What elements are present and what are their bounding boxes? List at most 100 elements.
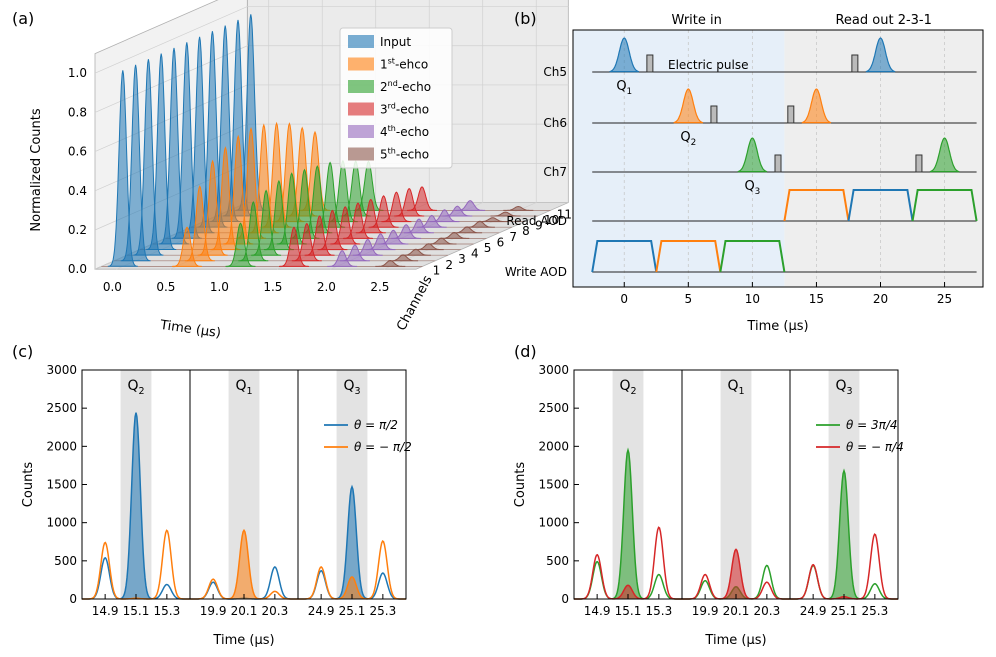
- x-tick-label: 25.1: [339, 604, 366, 618]
- aod-window: [783, 189, 850, 222]
- row-label: Ch6: [543, 116, 567, 130]
- peak-echo-5-ch6: [439, 231, 470, 239]
- subpanel-label: Q1: [727, 378, 744, 397]
- subpanel-label: Q1: [235, 378, 252, 397]
- optical-pulse: [929, 137, 960, 173]
- x-tick-label: 19.9: [692, 604, 719, 618]
- y-tick-label: 0.8: [68, 105, 87, 119]
- optical-pulse: [673, 88, 704, 124]
- x-tick-label: 25: [937, 292, 952, 306]
- y-tick-label: 2000: [46, 439, 77, 453]
- legend-swatch: [348, 102, 374, 116]
- x-tick-label: 14.9: [584, 604, 611, 618]
- read-out-label: Read out 2-3-1: [835, 13, 931, 28]
- qubit-label: Q2: [680, 130, 696, 148]
- x-tick-label: 20.3: [753, 604, 780, 618]
- aod-window: [719, 240, 786, 273]
- y-tick-label: 1500: [46, 478, 77, 492]
- legend-entry: Input: [380, 35, 411, 49]
- peak-echo-5-ch11: [503, 205, 534, 211]
- x-gridline: [383, 0, 537, 270]
- row-label: Ch5: [543, 65, 567, 79]
- x-tick-label: 25.1: [831, 604, 858, 618]
- aod-window: [591, 240, 658, 273]
- row-label: Ch7: [543, 165, 567, 179]
- electric-pulse: [851, 54, 859, 73]
- x-tick-label: 20.1: [723, 604, 750, 618]
- legend-swatch: [348, 80, 374, 93]
- x-tick-label: 10: [745, 292, 760, 306]
- x-tick-label: 25.3: [369, 604, 396, 618]
- legend-entry: θ = π/2: [354, 418, 398, 432]
- peak-echo-5-ch5: [426, 237, 457, 245]
- y-tick-label: 0.6: [68, 145, 87, 159]
- y-tick-label: 0: [69, 592, 77, 606]
- channel-tick-label: 8: [522, 224, 530, 238]
- y-tick-label: 1000: [538, 516, 569, 530]
- peak-echo-5-ch7: [452, 226, 483, 234]
- x-tick-label: 15.3: [645, 604, 672, 618]
- legend-entry: θ = − π/4: [846, 440, 904, 454]
- subpanel-label: Q3: [835, 378, 852, 397]
- channel-tick-label: 4: [471, 247, 479, 261]
- optical-pulse: [801, 88, 832, 124]
- legend-swatch: [348, 57, 374, 71]
- subpanel-label: Q2: [619, 378, 636, 397]
- x-tick-label: 25.3: [861, 604, 888, 618]
- panel-label: (d): [514, 342, 537, 361]
- x-tick-label: 15.1: [615, 604, 642, 618]
- x-tick-label: 20.3: [261, 604, 288, 618]
- channel-tick-label: 9: [535, 219, 543, 233]
- aod-window: [655, 240, 722, 273]
- peak-echo-5-ch4: [413, 243, 444, 251]
- center-peak-fill: [120, 412, 152, 599]
- legend-entry: θ = − π/2: [354, 440, 412, 454]
- x-tick-label: 14.9: [92, 604, 119, 618]
- aod-window: [911, 189, 978, 222]
- x-tick-label: 24.9: [308, 604, 335, 618]
- peak-input-ch1: [107, 70, 138, 267]
- x-tick-label: 5: [684, 292, 692, 306]
- legend-swatch: [348, 125, 374, 138]
- y-tick-label: 3000: [538, 363, 569, 377]
- x-axis-label: Time (μs): [212, 633, 274, 648]
- electric-pulse: [646, 54, 654, 73]
- y-axis-label: Normalized Counts: [29, 108, 44, 231]
- panel-label: (a): [12, 9, 34, 28]
- center-peak-fill: [336, 576, 368, 599]
- subpanel-label: Q2: [127, 378, 144, 397]
- peak-echo-5-ch2: [388, 254, 419, 262]
- x-tick-label: 19.9: [200, 604, 227, 618]
- y-tick-label: 2500: [46, 401, 77, 415]
- legend-entry: 1st-ehco: [380, 57, 428, 72]
- y-tick-label: 1.0: [68, 66, 87, 80]
- x-tick-label: 15: [809, 292, 824, 306]
- x-tick-label: 0.0: [103, 280, 122, 294]
- x-tick-label: 2.5: [370, 280, 389, 294]
- y-axis-label: Counts: [21, 462, 36, 508]
- x-tick-label: 1.0: [210, 280, 229, 294]
- optical-pulse: [865, 37, 896, 73]
- x-tick-label: 0: [620, 292, 628, 306]
- electric-pulse: [915, 154, 923, 173]
- panel-b: (b) Write in Read out 2-3-1 Ch5 Ch6 Ch7 Read A…: [505, 9, 984, 334]
- y-tick-label: 500: [54, 554, 77, 568]
- subpanel-frame: [789, 369, 899, 600]
- y-tick-label: 500: [546, 554, 569, 568]
- y-tick-label: 0: [561, 592, 569, 606]
- write-in-label: Write in: [672, 13, 722, 28]
- peak-echo-1-ch1: [172, 226, 202, 267]
- panel-d: (d) 0 500 1000 1500 2000 2500 3000 Counts Q2 14.9 1…: [513, 342, 904, 648]
- center-peak-fill: [612, 585, 644, 599]
- y-tick-label: 0.4: [68, 184, 87, 198]
- x-tick-label: 20: [873, 292, 888, 306]
- qubit-label: Q1: [616, 79, 632, 97]
- y-gridline: [94, 6, 569, 74]
- channel-tick-label: 11: [557, 207, 572, 221]
- subpanel-frame: [297, 369, 407, 600]
- peak-echo-5-ch10: [490, 211, 521, 217]
- panel-c: (c) 0 500 1000 1500 2000 2500 3000 Counts Q2 14.9 1…: [12, 342, 412, 648]
- qubit-label: Q3: [744, 179, 760, 197]
- y-tick-label: 0.0: [68, 262, 87, 276]
- legend-entry: 2nd-echo: [380, 79, 431, 94]
